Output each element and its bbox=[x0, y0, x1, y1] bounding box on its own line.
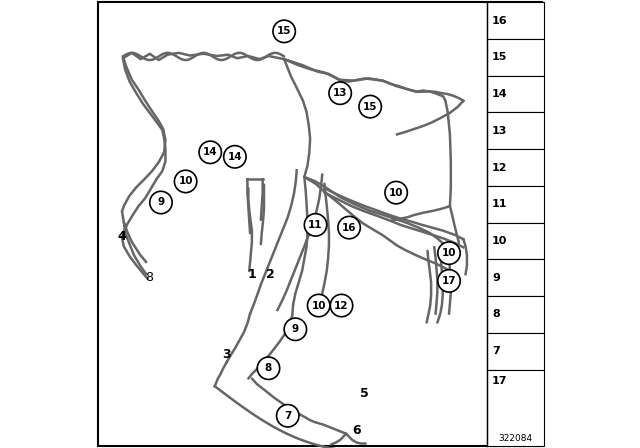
Text: 14: 14 bbox=[203, 147, 218, 157]
Bar bbox=[486, 39, 544, 76]
Circle shape bbox=[438, 270, 460, 292]
Text: 11: 11 bbox=[308, 220, 323, 230]
Bar bbox=[486, 370, 544, 446]
Text: 9: 9 bbox=[157, 198, 164, 207]
Bar bbox=[486, 186, 544, 223]
Bar bbox=[486, 296, 544, 333]
Circle shape bbox=[305, 214, 326, 236]
Circle shape bbox=[330, 294, 353, 317]
Bar bbox=[486, 149, 544, 186]
Text: 12: 12 bbox=[492, 163, 508, 172]
Bar bbox=[486, 333, 544, 370]
Circle shape bbox=[224, 146, 246, 168]
Circle shape bbox=[338, 216, 360, 239]
Text: 2: 2 bbox=[266, 267, 275, 281]
Circle shape bbox=[273, 20, 295, 43]
Text: 8: 8 bbox=[492, 310, 500, 319]
Circle shape bbox=[257, 357, 280, 379]
Text: 10: 10 bbox=[442, 248, 456, 258]
Text: 7: 7 bbox=[492, 346, 500, 356]
Circle shape bbox=[150, 191, 172, 214]
Bar bbox=[486, 76, 544, 112]
Text: 16: 16 bbox=[342, 223, 356, 233]
Bar bbox=[486, 259, 544, 296]
Text: 3: 3 bbox=[223, 348, 231, 362]
Text: 6: 6 bbox=[353, 423, 361, 437]
Text: 13: 13 bbox=[333, 88, 348, 98]
Circle shape bbox=[359, 95, 381, 118]
Text: 1: 1 bbox=[248, 267, 256, 281]
Text: 5: 5 bbox=[360, 387, 369, 400]
Text: 7: 7 bbox=[284, 411, 291, 421]
Text: 10: 10 bbox=[179, 177, 193, 186]
Text: 16: 16 bbox=[492, 16, 508, 26]
Text: 10: 10 bbox=[389, 188, 403, 198]
Circle shape bbox=[329, 82, 351, 104]
Circle shape bbox=[307, 294, 330, 317]
Bar bbox=[486, 112, 544, 149]
Text: 9: 9 bbox=[492, 273, 500, 283]
Circle shape bbox=[276, 405, 299, 427]
Circle shape bbox=[284, 318, 307, 340]
Circle shape bbox=[174, 170, 196, 193]
Text: 10: 10 bbox=[492, 236, 508, 246]
Text: 8: 8 bbox=[145, 271, 153, 284]
Text: 8: 8 bbox=[265, 363, 272, 373]
Bar bbox=[486, 223, 544, 259]
Bar bbox=[486, 2, 544, 39]
Circle shape bbox=[438, 242, 460, 264]
Text: 15: 15 bbox=[492, 52, 508, 62]
Text: 13: 13 bbox=[492, 126, 508, 136]
Text: 12: 12 bbox=[334, 301, 349, 310]
Text: 10: 10 bbox=[312, 301, 326, 310]
Text: 322084: 322084 bbox=[499, 434, 532, 443]
Circle shape bbox=[199, 141, 221, 164]
Text: 11: 11 bbox=[492, 199, 508, 209]
Text: 17: 17 bbox=[492, 376, 508, 386]
Circle shape bbox=[385, 181, 407, 204]
Text: 17: 17 bbox=[442, 276, 456, 286]
Text: 14: 14 bbox=[492, 89, 508, 99]
Text: 4: 4 bbox=[118, 230, 126, 243]
Text: 15: 15 bbox=[363, 102, 378, 112]
Text: 15: 15 bbox=[277, 26, 291, 36]
Text: 9: 9 bbox=[292, 324, 299, 334]
Text: 14: 14 bbox=[228, 152, 242, 162]
